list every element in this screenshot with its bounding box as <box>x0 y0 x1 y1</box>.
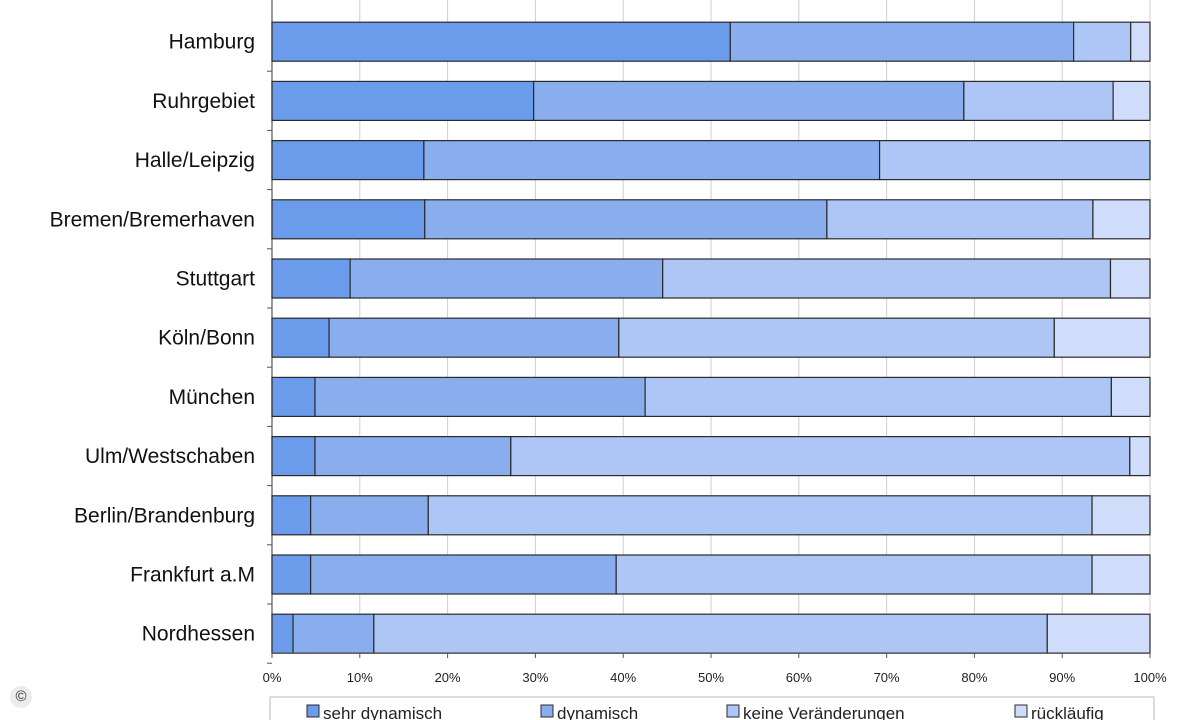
bar-segment <box>1073 21 1132 62</box>
x-tick-label: 50% <box>698 670 724 685</box>
bar-segment <box>271 21 731 62</box>
bar-segment <box>271 613 294 654</box>
x-tick-label: 100% <box>1133 670 1167 685</box>
bar-segment <box>271 554 312 595</box>
bar-segment <box>644 376 1112 417</box>
legend-swatch <box>726 704 740 718</box>
bar-segment <box>310 495 429 536</box>
bar-segment <box>1130 21 1151 62</box>
category-label: Stuttgart <box>176 268 256 291</box>
x-tick-label: 90% <box>1049 670 1075 685</box>
bar-segment <box>1110 376 1151 417</box>
bar-segment <box>533 80 965 122</box>
category-label: Frankfurt a.M <box>130 564 255 587</box>
bar-segment <box>271 495 312 536</box>
category-label: Berlin/Brandenburg <box>74 504 255 527</box>
x-tick-label: 0% <box>263 670 282 685</box>
bar-segment <box>271 436 316 477</box>
legend-label: rückläufig <box>1031 704 1104 720</box>
bar-segment <box>373 613 1048 654</box>
bar-segment <box>427 495 1093 536</box>
x-tick-label: 60% <box>786 670 812 685</box>
bar-segment <box>1046 613 1151 654</box>
category-label: Ruhrgebiet <box>152 90 255 113</box>
bar-segment <box>826 199 1094 240</box>
x-tick-label: 30% <box>522 670 548 685</box>
bar-segment <box>314 376 646 417</box>
x-tick-label: 10% <box>347 670 373 685</box>
bar-segment <box>271 140 425 181</box>
category-label: Bremen/Bremerhaven <box>50 208 255 231</box>
category-label: Köln/Bonn <box>158 327 255 350</box>
bar-segment <box>510 436 1131 477</box>
bar-segment <box>729 21 1075 62</box>
bar-segment <box>878 140 1151 181</box>
bar-segment <box>963 80 1114 122</box>
bar-segment <box>615 554 1093 595</box>
bar-segment <box>349 258 664 299</box>
legend-label: keine Veränderungen <box>743 704 905 720</box>
legend-swatch <box>1014 704 1028 718</box>
bar-segment <box>271 376 316 417</box>
bar-segment <box>271 258 351 299</box>
legend-label: sehr dynamisch <box>323 704 442 720</box>
bar-segment <box>423 140 881 181</box>
bar-segment <box>1112 80 1151 122</box>
bar-segment <box>271 199 426 240</box>
x-tick-label: 80% <box>961 670 987 685</box>
bar-segment <box>1091 554 1151 595</box>
category-label: Ulm/Westschaben <box>85 445 255 468</box>
bar-segment <box>271 317 330 358</box>
x-tick-label: 20% <box>435 670 461 685</box>
bar-segment <box>314 436 512 477</box>
bar-segment <box>1092 199 1151 240</box>
category-label: München <box>169 386 255 409</box>
x-tick-label: 40% <box>610 670 636 685</box>
bar-segment <box>618 317 1055 358</box>
legend-swatch <box>306 704 320 718</box>
bar-segment <box>1109 258 1151 299</box>
category-label: Hamburg <box>169 31 255 54</box>
bar-segment <box>1091 495 1151 536</box>
bar-segment <box>292 613 375 654</box>
bar-segment <box>271 80 535 122</box>
legend-swatch <box>540 704 554 718</box>
bar-segment <box>424 199 828 240</box>
x-tick-label: 70% <box>874 670 900 685</box>
bar-segment <box>328 317 620 358</box>
category-label: Nordhessen <box>142 623 255 646</box>
bar-segment <box>310 554 617 595</box>
copyright-badge: © <box>10 686 32 708</box>
bar-segment <box>1053 317 1151 358</box>
legend-box <box>269 696 1155 720</box>
bar-segment <box>662 258 1112 299</box>
legend-label: dynamisch <box>557 704 638 720</box>
bar-segment <box>1129 436 1151 477</box>
category-label: Halle/Leipzig <box>135 149 255 172</box>
